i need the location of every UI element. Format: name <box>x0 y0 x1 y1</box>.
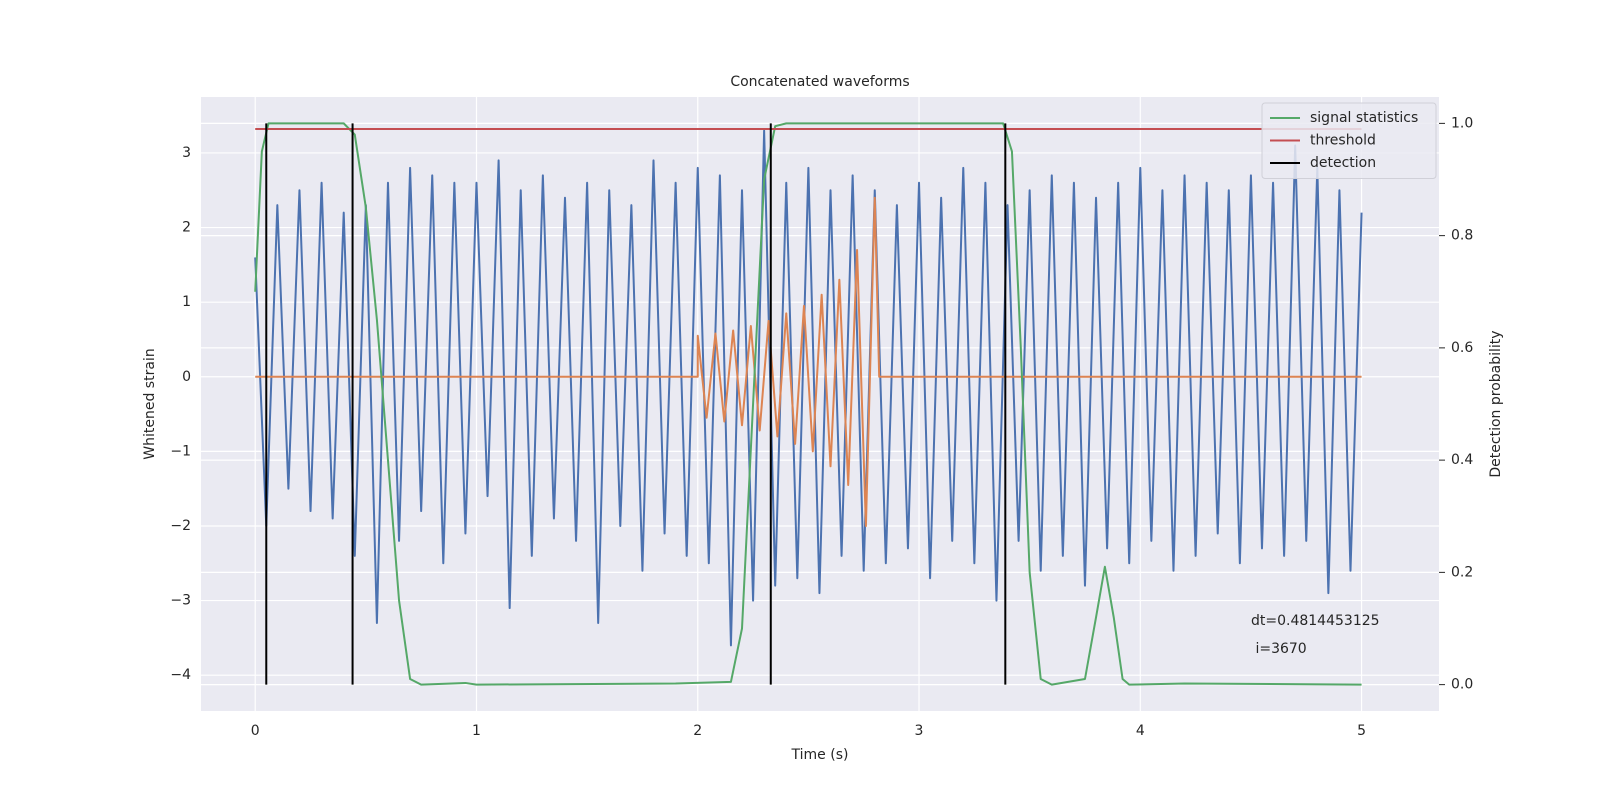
y-axis-label: Whitened strain <box>142 348 158 459</box>
legend-label: signal statistics <box>1310 110 1418 126</box>
y-tick-label: −3 <box>170 593 191 609</box>
series-line <box>255 196 1362 527</box>
y-tick-label: 3 <box>182 145 191 161</box>
y-tick-label: 0 <box>182 369 191 385</box>
x-axis-label: Time (s) <box>791 747 849 763</box>
y2-tick-label: 0.0 <box>1451 677 1473 693</box>
y-tick-label: −4 <box>170 667 191 683</box>
y-tick-label: −1 <box>170 443 191 459</box>
x-tick-label: 0 <box>251 723 260 739</box>
y-tick-label: 2 <box>182 220 191 236</box>
series-line <box>254 129 1363 647</box>
x-tick-label: 5 <box>1357 723 1366 739</box>
x-tick-label: 1 <box>472 723 481 739</box>
legend-label: threshold <box>1310 133 1376 149</box>
chart-title: Concatenated waveforms <box>730 74 909 90</box>
y2-tick-label: 0.4 <box>1451 452 1473 468</box>
x-tick-label: 2 <box>693 723 702 739</box>
legend-box <box>1261 102 1437 179</box>
y2-tick-label: 0.6 <box>1451 340 1473 356</box>
annotation: i=3670 <box>1251 641 1307 657</box>
y2-tick-label: 0.2 <box>1451 564 1473 580</box>
x-tick-label: 4 <box>1136 723 1145 739</box>
y2-tick-label: 1.0 <box>1451 115 1473 131</box>
series-line <box>254 122 1362 686</box>
y2-tick-label: 0.8 <box>1451 228 1473 244</box>
legend-label: detection <box>1310 155 1376 171</box>
y-tick-label: 1 <box>182 294 191 310</box>
x-tick-label: 3 <box>915 723 924 739</box>
plot-area <box>201 97 1439 711</box>
y-tick-label: −2 <box>170 518 191 534</box>
y2-axis-label: Detection probability <box>1488 330 1504 477</box>
annotation: dt=0.4814453125 <box>1251 613 1380 629</box>
